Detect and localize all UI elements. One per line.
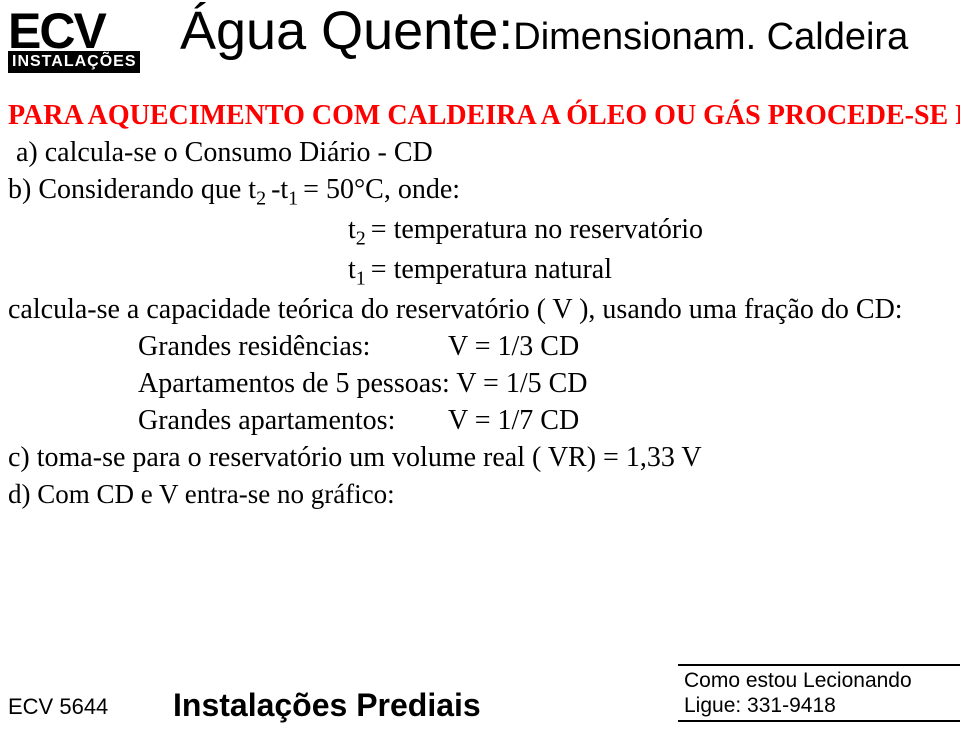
t2-sub: 2 <box>356 227 371 249</box>
grandes-res-val: V = 1/3 CD <box>448 331 579 362</box>
logo-ecv-text: ECV <box>8 10 173 53</box>
item-c: c) toma-se para o reservatório um volume… <box>8 440 960 477</box>
footer: ECV 5644 Instalações Prediais Como estou… <box>8 668 960 722</box>
t1-pre: t <box>348 254 356 285</box>
item-d: d) Com CD e V entra-se no gráfico: <box>8 477 960 513</box>
t1-sub: 1 <box>356 267 371 289</box>
footer-contact-line2: Ligue: 331-9418 <box>684 693 960 718</box>
t2-pre: t <box>348 214 356 245</box>
item-b-pre: b) Considerando que t <box>8 174 256 205</box>
footer-contact-box: Como estou Lecionando Ligue: 331-9418 <box>678 664 960 722</box>
grandes-res-label: Grandes residências: <box>138 329 448 366</box>
item-b-sub2: 1 <box>288 188 303 210</box>
t1-def: t1 = temperatura natural <box>8 252 960 292</box>
t2-post: = temperatura no reservatório <box>371 214 703 245</box>
footer-course-name: Instalações Prediais <box>173 687 481 724</box>
t1-post: = temperatura natural <box>371 254 612 285</box>
calc-line: calcula-se a capacidade teórica do reser… <box>8 292 960 329</box>
heading-red: PARA AQUECIMENTO COM CALDEIRA A ÓLEO OU … <box>8 98 960 135</box>
grandes-res: Grandes residências:V = 1/3 CD <box>8 329 960 366</box>
t2-def: t2 = temperatura no reservatório <box>8 212 960 252</box>
content-body: PARA AQUECIMENTO COM CALDEIRA A ÓLEO OU … <box>8 98 960 512</box>
grandes-apart: Grandes apartamentos:V = 1/7 CD <box>8 403 960 440</box>
footer-contact-line1: Como estou Lecionando <box>684 668 960 693</box>
title-main: Água Quente: <box>180 1 513 61</box>
footer-course-code: ECV 5644 <box>8 694 108 720</box>
grandes-apart-label: Grandes apartamentos: <box>138 403 448 440</box>
item-b-sub1: 2 <box>256 188 271 210</box>
item-b-mid: -t <box>271 174 288 205</box>
item-a: a) calcula-se o Consumo Diário - CD <box>8 135 960 172</box>
grandes-apart-val: V = 1/7 CD <box>448 405 579 436</box>
apart-5: Apartamentos de 5 pessoas: V = 1/5 CD <box>8 366 960 403</box>
logo-instalacoes-text: INSTALAÇÕES <box>8 51 140 73</box>
title-sub: Dimensionam. Caldeira <box>513 16 908 58</box>
item-b: b) Considerando que t2 -t1 = 50°C, onde: <box>8 172 960 212</box>
logo-block: ECV INSTALAÇÕES <box>8 10 173 80</box>
page-title: Água Quente:Dimensionam. Caldeira <box>180 0 908 62</box>
item-b-post: = 50°C, onde: <box>303 174 460 205</box>
